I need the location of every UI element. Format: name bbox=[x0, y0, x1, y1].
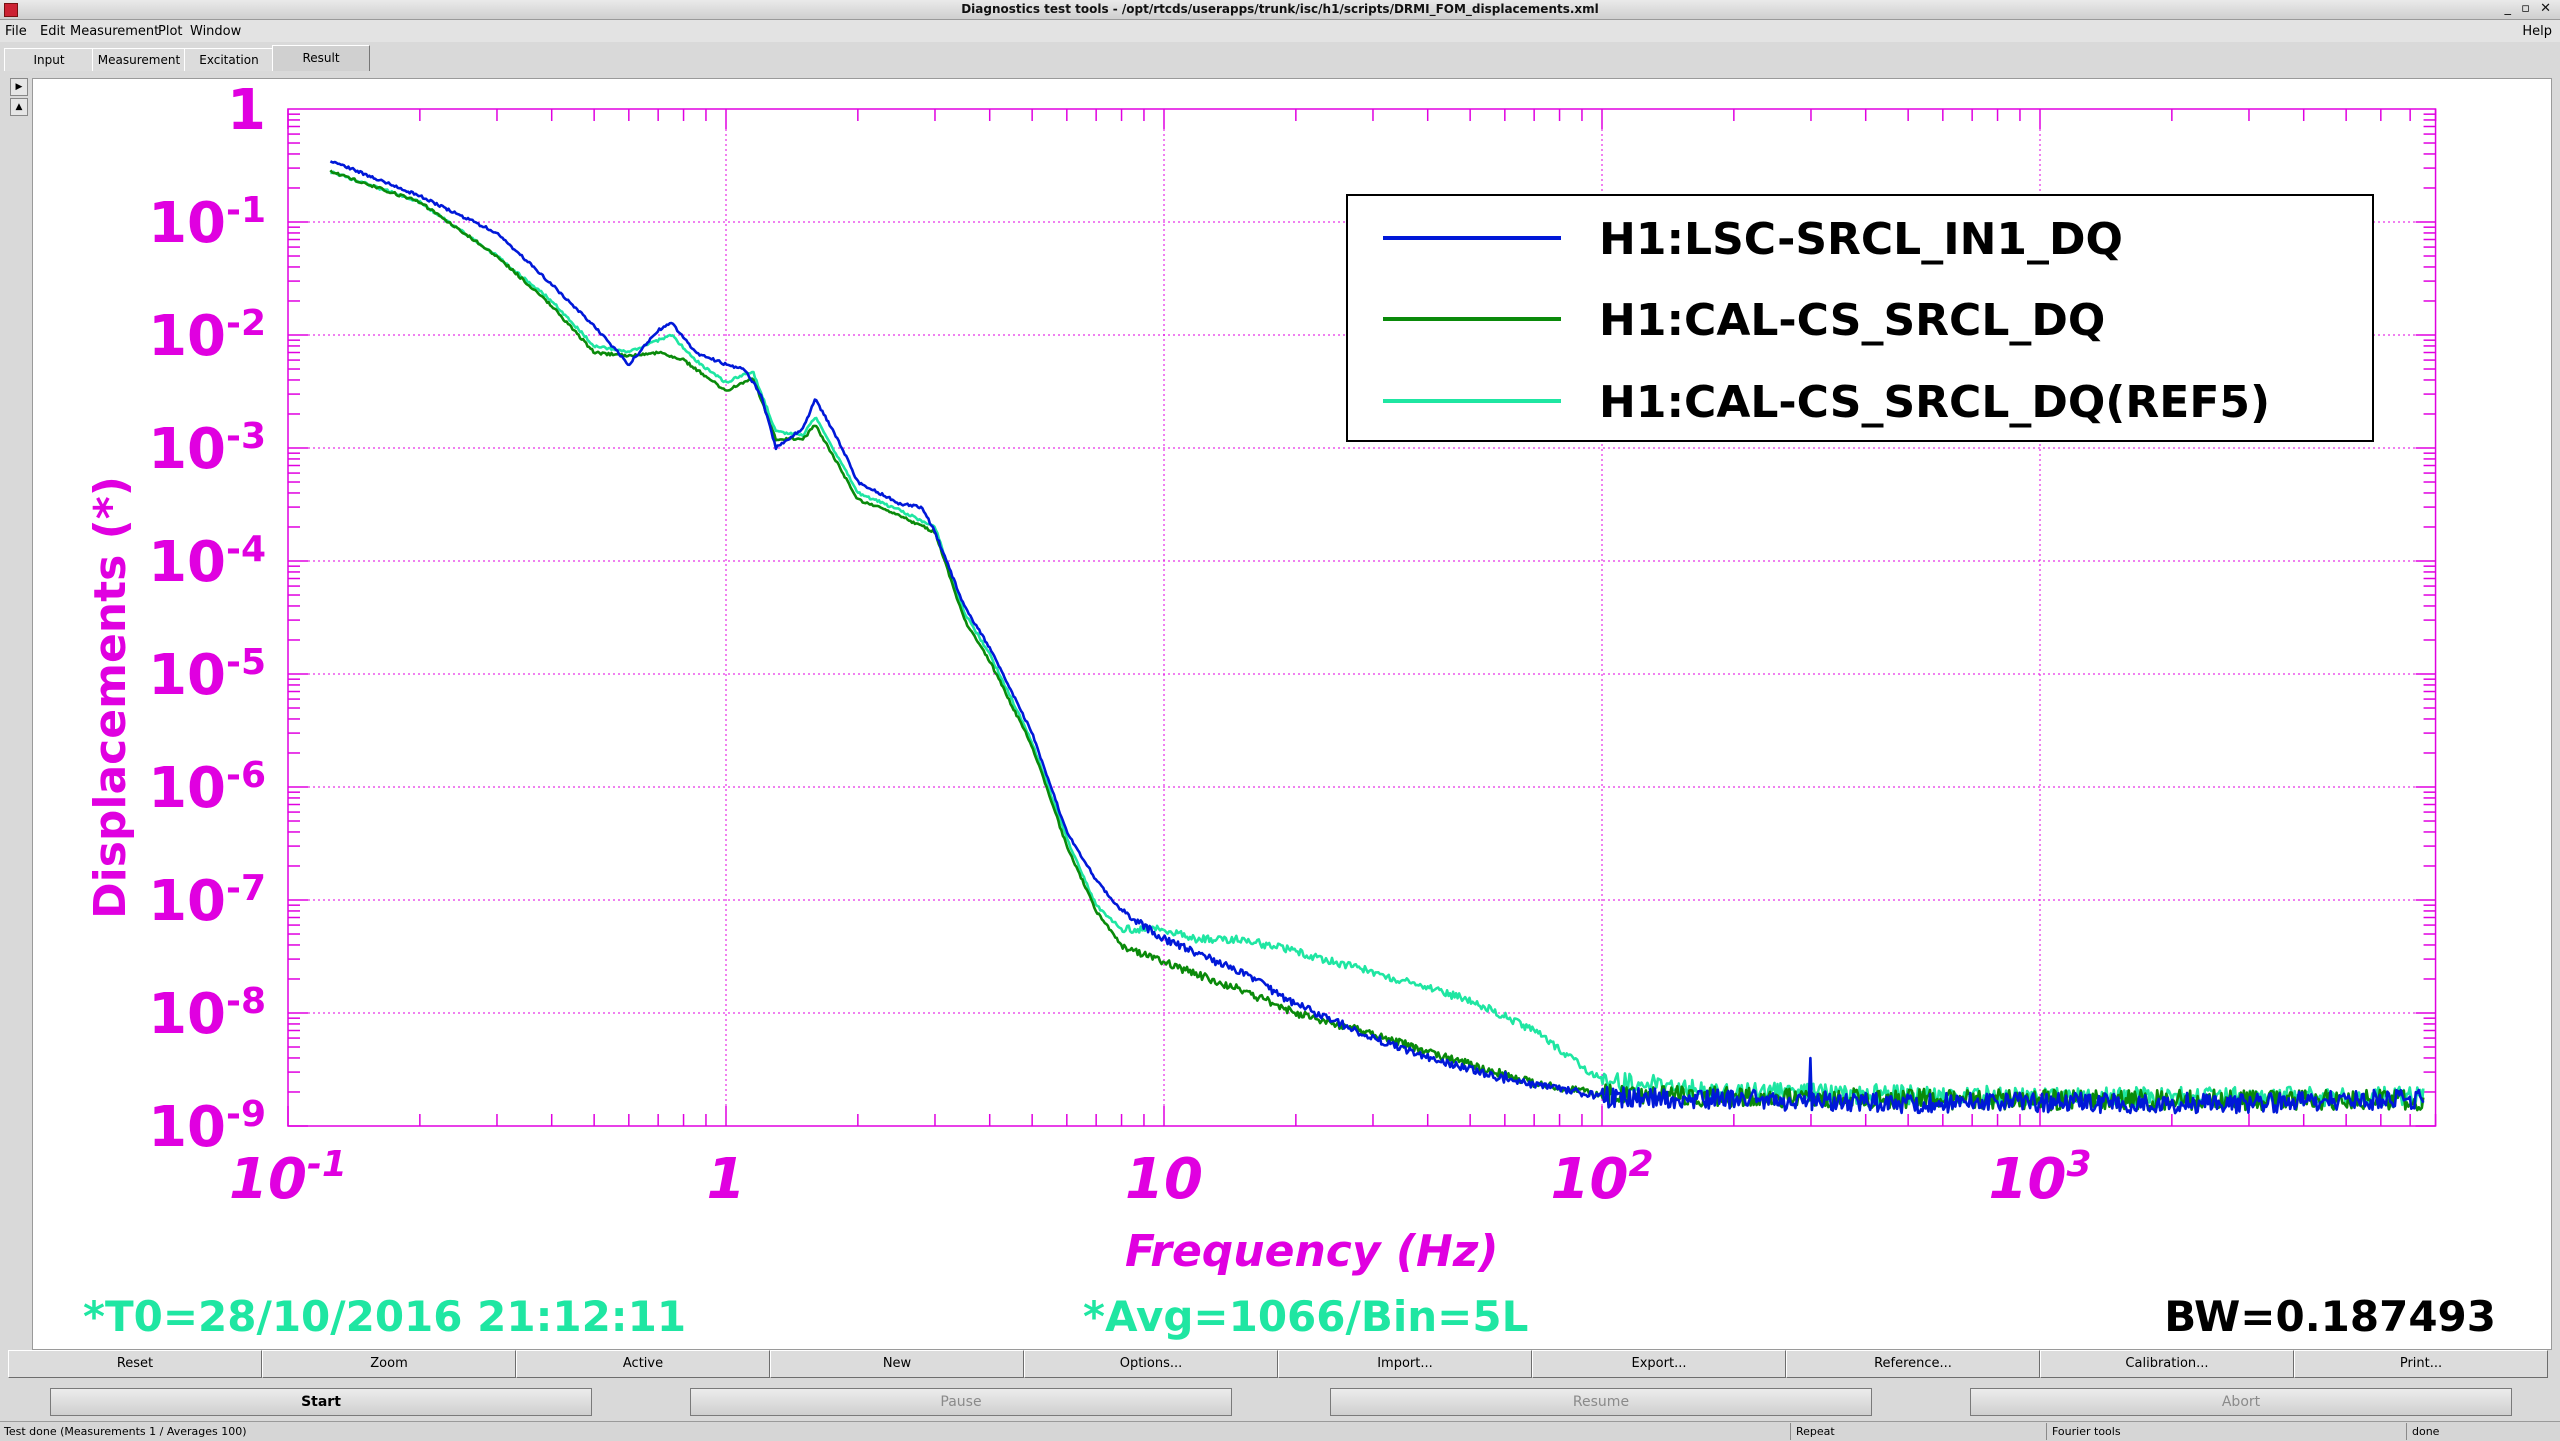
plot-scroll-controls: ▶ ▲ bbox=[10, 78, 28, 116]
menu-plot[interactable]: Plot bbox=[158, 24, 183, 39]
x-tick-labels: 10-1 1 10 102 103 bbox=[229, 1144, 2091, 1212]
y-tick-label: 10-2 bbox=[148, 303, 266, 369]
arrow-up-icon[interactable]: ▲ bbox=[10, 98, 28, 116]
menu-window[interactable]: Window bbox=[190, 24, 242, 39]
options-button[interactable]: Options... bbox=[1024, 1350, 1278, 1378]
export-button[interactable]: Export... bbox=[1532, 1350, 1786, 1378]
status-divider bbox=[1790, 1423, 1791, 1440]
reset-button[interactable]: Reset bbox=[8, 1350, 262, 1378]
y-axis-label: Displacements (*) bbox=[85, 476, 136, 919]
plot-button-row: Reset Zoom Active New Options... Import.… bbox=[8, 1350, 2552, 1378]
series-line-0 bbox=[329, 160, 2425, 1115]
status-message: Test done (Measurements 1 / Averages 100… bbox=[4, 1425, 247, 1438]
zoom-button[interactable]: Zoom bbox=[262, 1350, 516, 1378]
x-tick-label: 102 bbox=[1551, 1144, 1654, 1212]
tab-input[interactable]: Input bbox=[4, 48, 94, 71]
t0-info: *T0=28/10/2016 21:12:11 bbox=[83, 1292, 686, 1341]
axis-ticks bbox=[287, 109, 2437, 1127]
tab-measurement[interactable]: Measurement bbox=[92, 48, 186, 71]
x-axis-label: Frequency (Hz) bbox=[1125, 1226, 1498, 1277]
y-tick-label: 10-7 bbox=[148, 868, 266, 934]
reference-button[interactable]: Reference... bbox=[1786, 1350, 2040, 1378]
import-button[interactable]: Import... bbox=[1278, 1350, 1532, 1378]
plot-border bbox=[287, 108, 2437, 1127]
status-repeat: Repeat bbox=[1796, 1425, 1835, 1438]
spectrum-plot[interactable]: 1 10-1 10-2 10-3 10-4 10-5 10-6 10-7 10-8 10-9 10… bbox=[33, 79, 2551, 1349]
menu-edit[interactable]: Edit bbox=[40, 24, 66, 39]
plot-area[interactable]: 1 10-1 10-2 10-3 10-4 10-5 10-6 10-7 10-8 10-9 10… bbox=[32, 78, 2552, 1350]
title-bar: Diagnostics test tools - /opt/rtcds/user… bbox=[0, 0, 2560, 20]
abort-button[interactable]: Abort bbox=[1970, 1388, 2512, 1416]
pause-button[interactable]: Pause bbox=[690, 1388, 1232, 1416]
bw-info: BW=0.187493 bbox=[2164, 1292, 2496, 1341]
x-tick-label: 103 bbox=[1989, 1144, 2092, 1212]
window-title: Diagnostics test tools - /opt/rtcds/user… bbox=[961, 2, 1599, 16]
legend-label-1: H1:CAL-CS_SRCL_DQ bbox=[1599, 295, 2105, 346]
run-control-row: Start Pause Resume Abort bbox=[0, 1388, 2560, 1418]
menu-file[interactable]: File bbox=[5, 24, 27, 39]
y-tick-label: 10-3 bbox=[148, 416, 266, 482]
y-tick-label: 10-8 bbox=[148, 981, 266, 1047]
x-tick-label: 1 bbox=[707, 1147, 746, 1212]
y-tick-label: 1 bbox=[227, 79, 266, 143]
status-divider bbox=[2046, 1423, 2047, 1440]
window-controls[interactable]: _ ▫ ✕ bbox=[2504, 1, 2554, 16]
menu-bar: File Edit Measurement Plot Window Help bbox=[0, 20, 2560, 42]
status-divider bbox=[2406, 1423, 2407, 1440]
menu-measurement[interactable]: Measurement bbox=[70, 24, 160, 39]
avg-info: *Avg=1066/Bin=5L bbox=[1083, 1292, 1528, 1341]
menu-help[interactable]: Help bbox=[2522, 24, 2552, 39]
tab-excitation[interactable]: Excitation bbox=[184, 48, 274, 71]
tab-result[interactable]: Result bbox=[272, 45, 370, 71]
status-fourier: Fourier tools bbox=[2052, 1425, 2121, 1438]
y-tick-label: 10-4 bbox=[148, 529, 266, 595]
print-button[interactable]: Print... bbox=[2294, 1350, 2548, 1378]
legend[interactable]: H1:LSC-SRCL_IN1_DQ H1:CAL-CS_SRCL_DQ H1:… bbox=[1346, 194, 2374, 442]
calibration-button[interactable]: Calibration... bbox=[2040, 1350, 2294, 1378]
x-tick-label: 10-1 bbox=[229, 1144, 347, 1212]
status-done: done bbox=[2412, 1425, 2440, 1438]
legend-label-0: H1:LSC-SRCL_IN1_DQ bbox=[1599, 214, 2123, 265]
y-tick-label: 10-9 bbox=[148, 1094, 266, 1160]
new-button[interactable]: New bbox=[770, 1350, 1024, 1378]
start-button[interactable]: Start bbox=[50, 1388, 592, 1416]
resume-button[interactable]: Resume bbox=[1330, 1388, 1872, 1416]
arrow-right-icon[interactable]: ▶ bbox=[10, 78, 28, 96]
app-icon[interactable] bbox=[4, 3, 18, 17]
y-tick-label: 10-6 bbox=[148, 755, 266, 821]
series-lines bbox=[329, 160, 2425, 1115]
active-button[interactable]: Active bbox=[516, 1350, 770, 1378]
status-bar: Test done (Measurements 1 / Averages 100… bbox=[0, 1421, 2560, 1441]
y-tick-label: 10-5 bbox=[148, 642, 266, 708]
legend-label-2: H1:CAL-CS_SRCL_DQ(REF5) bbox=[1599, 377, 2270, 428]
y-tick-labels: 1 10-1 10-2 10-3 10-4 10-5 10-6 10-7 10-8 10-9 bbox=[148, 79, 266, 1160]
x-tick-label: 10 bbox=[1125, 1147, 1203, 1212]
y-tick-label: 10-1 bbox=[148, 190, 266, 256]
